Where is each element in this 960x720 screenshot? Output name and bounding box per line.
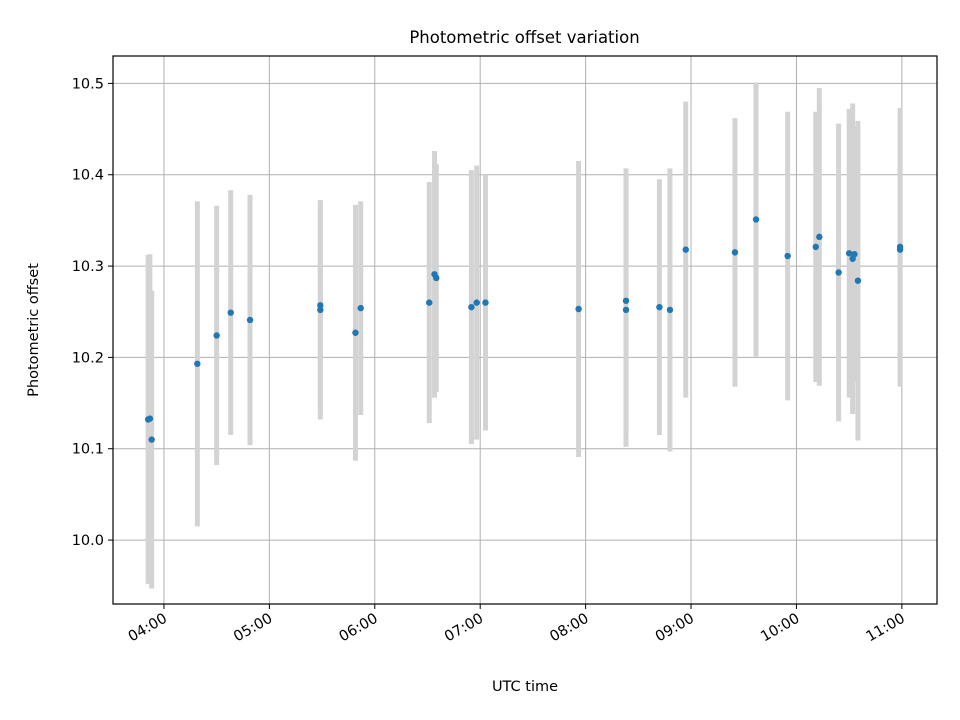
data-point	[146, 415, 154, 422]
data-point	[851, 250, 858, 258]
data-point	[622, 297, 630, 304]
plot-frame	[112, 55, 938, 605]
data-point	[227, 309, 234, 316]
data-point	[845, 250, 853, 257]
data-point	[666, 306, 674, 314]
data-point	[426, 299, 433, 306]
data-points	[144, 216, 904, 443]
data-point	[752, 216, 760, 223]
y-axis-label: Photometric offset	[26, 263, 42, 397]
data-point	[352, 329, 359, 336]
data-point	[575, 305, 582, 313]
y-tick-label: 10.5	[72, 76, 104, 92]
data-point	[357, 304, 364, 312]
y-tick-label: 10.4	[72, 168, 104, 184]
data-point	[812, 243, 819, 251]
data-point	[656, 303, 663, 311]
y-tick-label: 10.3	[72, 259, 104, 275]
data-point	[213, 332, 220, 339]
data-point	[784, 252, 791, 260]
data-point	[148, 436, 155, 443]
data-point	[473, 299, 480, 306]
data-point	[194, 360, 201, 367]
y-tick-label: 10.1	[72, 442, 104, 458]
y-tick-label: 10.2	[72, 350, 104, 366]
data-point	[468, 303, 475, 311]
data-point	[682, 246, 689, 253]
y-axis-ticks: 10.0 10.1 10.2 10.3 10.4 10.5	[72, 76, 113, 549]
data-point	[816, 233, 823, 241]
data-point	[482, 299, 489, 306]
data-point	[896, 246, 904, 253]
data-point	[246, 316, 254, 324]
data-point	[731, 249, 739, 256]
data-point	[433, 274, 440, 282]
data-point	[854, 277, 862, 284]
data-point	[835, 269, 842, 276]
chart-title: Photometric offset variation	[409, 28, 639, 47]
y-tick-label: 10.0	[72, 533, 104, 549]
data-point	[317, 306, 324, 314]
data-point	[317, 302, 324, 309]
data-point	[622, 306, 630, 314]
x-axis-label: UTC time	[492, 679, 558, 695]
